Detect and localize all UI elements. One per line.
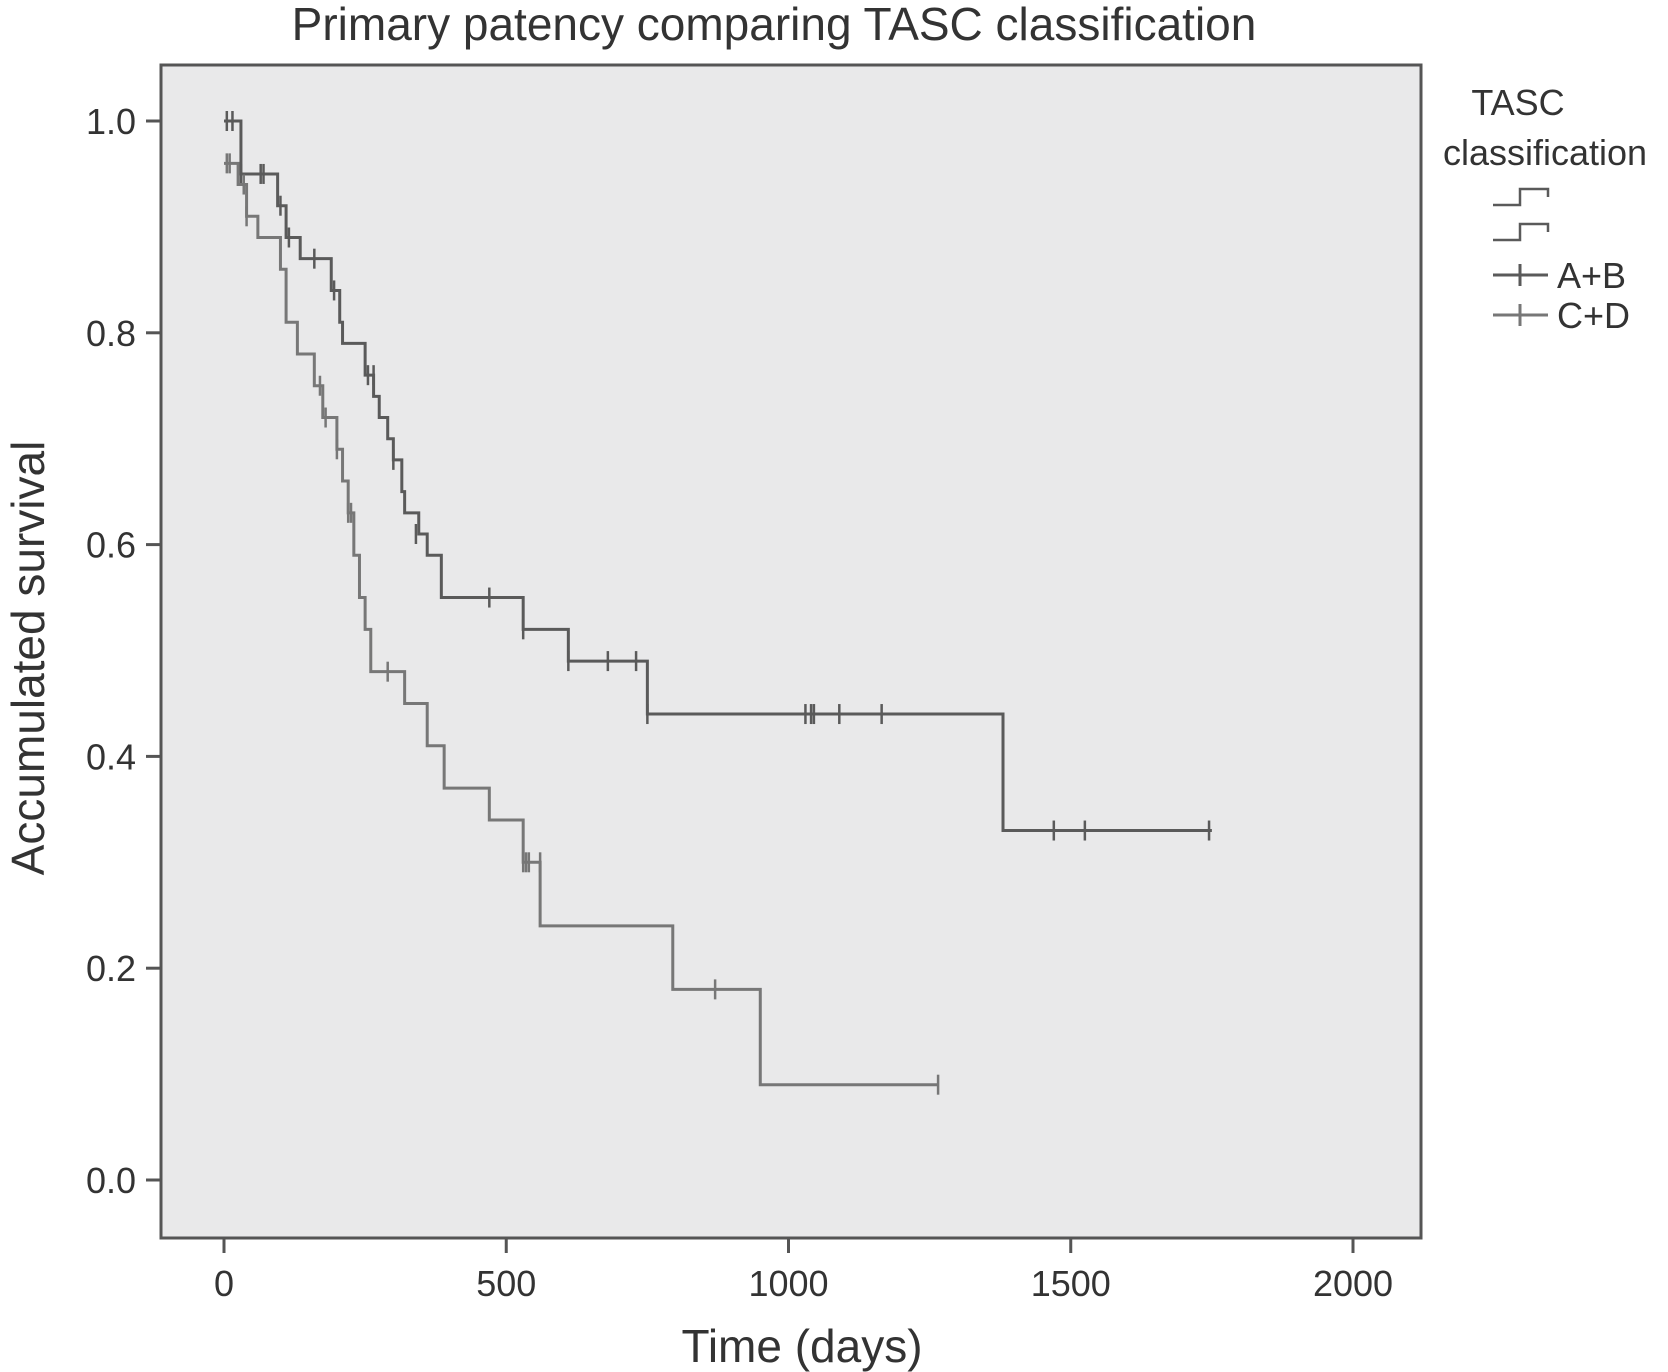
legend-step-icon	[1493, 222, 1550, 242]
y-axis-label: Accumulated survival	[2, 441, 54, 876]
y-tick-label: 1.0	[86, 101, 136, 142]
legend-label: C+D	[1557, 295, 1630, 336]
legend-title: TASC	[1471, 82, 1564, 123]
legend-step-icon	[1493, 187, 1550, 207]
y-tick-label: 0.2	[86, 948, 136, 989]
chart-title: Primary patency comparing TASC classific…	[292, 0, 1257, 50]
y-tick-label: 0.6	[86, 525, 136, 566]
series-0	[224, 111, 1212, 841]
x-tick-label: 0	[214, 1263, 234, 1304]
x-tick-label: 2000	[1313, 1263, 1393, 1304]
legend: TASC classification A+BC+D	[1443, 82, 1647, 336]
y-tick-label: 0.8	[86, 313, 136, 354]
y-tick-label: 0.0	[86, 1160, 136, 1201]
x-tick-label: 500	[476, 1263, 536, 1304]
x-axis-label: Time (days)	[681, 1320, 922, 1372]
legend-label: A+B	[1557, 255, 1626, 296]
x-tick-label: 1000	[748, 1263, 828, 1304]
series-line	[224, 161, 939, 1087]
legend-title: classification	[1443, 132, 1647, 173]
series-1	[224, 153, 940, 1095]
plot-area	[159, 63, 1423, 1240]
series-layer	[224, 111, 1212, 1095]
y-axis: 0.0 0.2 0.4 0.6 0.8 1.0	[86, 101, 161, 1201]
y-tick-label: 0.4	[86, 736, 136, 777]
x-axis: 0 500 1000 1500 2000	[214, 1238, 1393, 1304]
x-tick-label: 1500	[1031, 1263, 1111, 1304]
